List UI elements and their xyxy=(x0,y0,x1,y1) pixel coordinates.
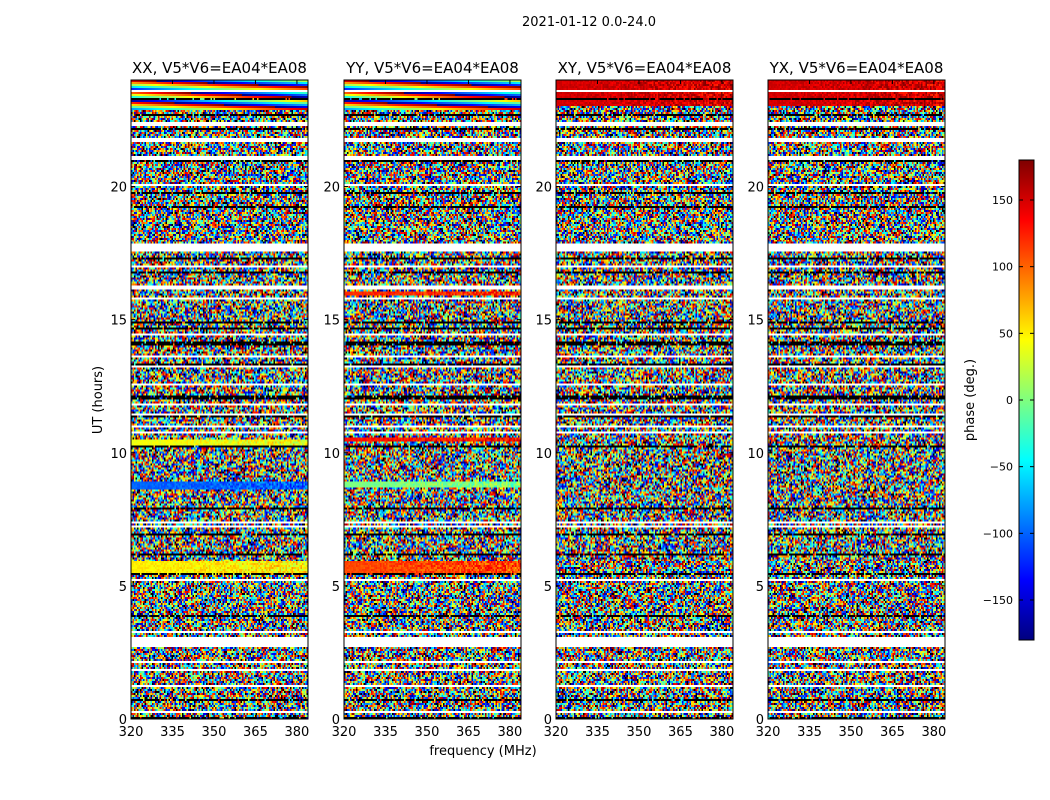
x-tick-label: 335 xyxy=(585,725,610,740)
y-tick-label: 10 xyxy=(110,447,127,462)
heatmap-image xyxy=(556,80,733,719)
y-tick-label: 20 xyxy=(323,181,340,196)
x-tick-label: 335 xyxy=(797,725,822,740)
x-tick-label: 365 xyxy=(243,725,268,740)
heatmap-image xyxy=(768,80,945,719)
x-tick-label: 350 xyxy=(202,725,227,740)
y-tick-label: 5 xyxy=(332,580,340,595)
colorbar-tick-label: 50 xyxy=(999,327,1013,340)
x-tick-label: 380 xyxy=(922,725,947,740)
colorbar-tick-label: 100 xyxy=(992,261,1013,274)
x-axis-label: frequency (MHz) xyxy=(429,744,536,759)
panel-title: YY, V5*V6=EA04*EA08 xyxy=(345,59,519,77)
y-tick-label: 20 xyxy=(535,181,552,196)
colorbar-label: phase (deg.) xyxy=(963,359,978,441)
x-tick-label: 320 xyxy=(544,725,569,740)
panels: XX, V5*V6=EA04*EA08 320 335 350 365 380 0 5 10 15… xyxy=(110,59,946,740)
panel-xx: XX, V5*V6=EA04*EA08 320 335 350 365 380 0 5 10 15… xyxy=(110,59,309,740)
y-tick-label: 20 xyxy=(747,181,764,196)
x-tick-label: 320 xyxy=(119,725,144,740)
x-tick-label: 320 xyxy=(332,725,357,740)
y-tick-label: 15 xyxy=(323,314,340,329)
y-tick-label: 5 xyxy=(119,580,127,595)
x-tick-label: 365 xyxy=(456,725,481,740)
y-tick-label: 10 xyxy=(323,447,340,462)
x-tick-label: 320 xyxy=(756,725,781,740)
x-tick-label: 335 xyxy=(373,725,398,740)
panel-yx: YX, V5*V6=EA04*EA08 320 335 350 365 380 0 5 10 15… xyxy=(747,59,946,740)
y-tick-label: 10 xyxy=(747,447,764,462)
x-tick-label: 380 xyxy=(285,725,310,740)
x-tick-label: 335 xyxy=(160,725,185,740)
y-tick-label: 15 xyxy=(747,314,764,329)
panel-title: XY, V5*V6=EA04*EA08 xyxy=(558,59,732,77)
y-tick-label: 0 xyxy=(332,713,340,728)
panel-title: XX, V5*V6=EA04*EA08 xyxy=(132,59,307,77)
axes-frame xyxy=(767,79,946,720)
x-tick-label: 365 xyxy=(880,725,905,740)
axes-frame xyxy=(555,79,734,720)
x-tick-label: 380 xyxy=(498,725,523,740)
y-tick-label: 0 xyxy=(756,713,764,728)
y-tick-label: 5 xyxy=(544,580,552,595)
y-tick-label: 15 xyxy=(535,314,552,329)
y-tick-label: 0 xyxy=(544,713,552,728)
heatmap-image xyxy=(131,80,308,719)
colorbar-tick-label: −50 xyxy=(990,461,1013,474)
colorbar-tick-label: −100 xyxy=(983,527,1013,540)
y-tick-label: 5 xyxy=(756,580,764,595)
y-tick-label: 10 xyxy=(535,447,552,462)
x-tick-label: 350 xyxy=(627,725,652,740)
panel-title: YX, V5*V6=EA04*EA08 xyxy=(769,59,944,77)
colorbar-tick-label: 150 xyxy=(992,194,1013,207)
panel-xy: XY, V5*V6=EA04*EA08 320 335 350 365 380 0 5 10 15… xyxy=(535,59,734,740)
colorbar: −150 −100 −50 0 50 100 150 xyxy=(983,159,1035,641)
y-tick-label: 20 xyxy=(110,181,127,196)
x-tick-label: 380 xyxy=(710,725,735,740)
figure-title: 2021-01-12 0.0-24.0 xyxy=(522,15,656,30)
y-tick-label: 15 xyxy=(110,314,127,329)
y-tick-label: 0 xyxy=(119,713,127,728)
colorbar-tick-label: −150 xyxy=(983,594,1013,607)
panel-yy: YY, V5*V6=EA04*EA08 320 335 350 365 380 0 5 10 15… xyxy=(323,59,522,740)
axes-frame xyxy=(343,79,522,720)
x-tick-label: 350 xyxy=(415,725,440,740)
colorbar-tick-label: 0 xyxy=(1006,394,1013,407)
axes-frame xyxy=(130,79,309,720)
x-tick-label: 350 xyxy=(839,725,864,740)
y-axis-label: UT (hours) xyxy=(91,366,106,434)
heatmap-image xyxy=(344,80,521,719)
x-tick-label: 365 xyxy=(668,725,693,740)
